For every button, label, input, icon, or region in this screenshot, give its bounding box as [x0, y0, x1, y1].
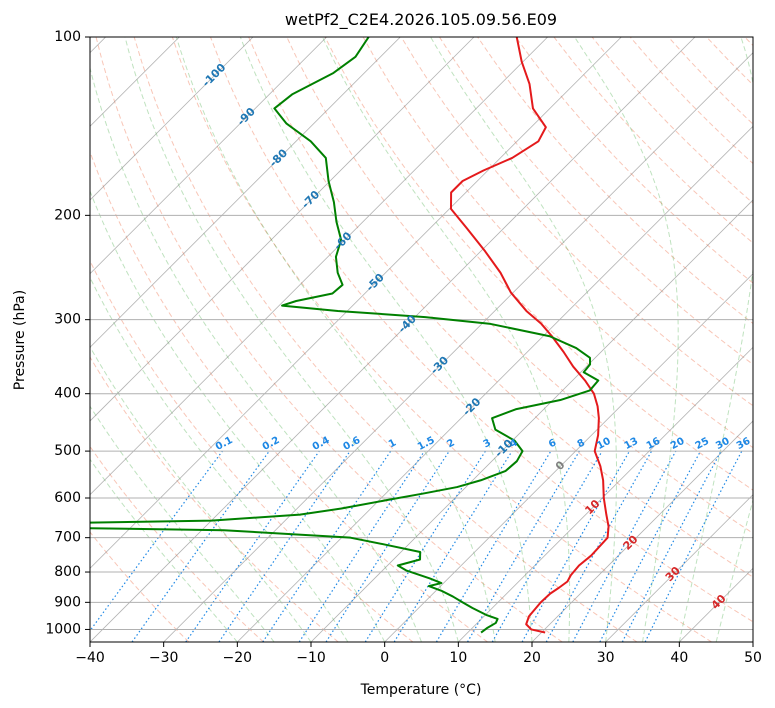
dry-adiabat-line [400, 37, 753, 407]
dry-adiabat-line [133, 37, 638, 642]
mixing-ratio-line [298, 450, 425, 642]
dry-adiabat-line [90, 150, 488, 642]
mixing-ratio-label: 6 [547, 437, 558, 450]
isotherm-line [90, 37, 622, 569]
moist-adiabat-line [90, 458, 238, 642]
moist-adiabat-line [124, 37, 459, 642]
isotherm-line [90, 37, 401, 348]
isotherm-line [384, 273, 753, 642]
y-tick-label: 500 [54, 443, 81, 459]
y-tick-label: 900 [54, 594, 81, 610]
mixing-ratio-label: 4 [508, 437, 519, 450]
moist-adiabat-line [90, 66, 422, 642]
mixing-ratio-line [218, 450, 351, 642]
isotherm-line [90, 37, 696, 642]
dry-adiabat-line [95, 37, 563, 642]
y-tick-label: 600 [54, 490, 81, 506]
dry-adiabat-line [210, 37, 753, 623]
x-tick-label: 20 [523, 650, 541, 666]
x-tick-label: 40 [670, 650, 688, 666]
x-axis-label: Temperature (°C) [360, 682, 482, 698]
mixing-ratio-line [185, 450, 320, 642]
dry-adiabat-line [90, 445, 264, 642]
mixing-ratio-line [262, 450, 392, 642]
isotherm-line [458, 346, 753, 642]
moist-adiabat-line [678, 37, 753, 642]
mixing-ratio-line [644, 450, 743, 642]
isotherm-line [605, 494, 753, 642]
dry-adiabat-line [248, 37, 753, 578]
x-tick-label: −30 [149, 650, 179, 666]
temperature-line [449, 37, 610, 634]
mixing-ratio-line [393, 450, 513, 642]
y-axis-label: Pressure (hPa) [12, 290, 28, 390]
y-tick-label: 800 [54, 564, 81, 580]
mixing-ratio-label: 3 [482, 437, 493, 450]
isotherm-line [237, 125, 753, 642]
moist-adiabat-line [90, 405, 275, 642]
isotherm-line [90, 37, 475, 422]
y-tick-label: 200 [54, 207, 81, 223]
dewpoint-line [90, 37, 600, 634]
moist-adiabat-line [239, 37, 533, 642]
x-tick-label: 50 [744, 650, 762, 666]
y-tick-label: 1000 [45, 621, 81, 637]
pressure-gridlines [90, 37, 753, 630]
moist-adiabat-line [322, 37, 571, 642]
mixing-ratio-line [545, 450, 653, 642]
dry-adiabat-line [439, 37, 753, 366]
chart-title: wetPf2_C2E4.2026.105.09.56.E09 [285, 10, 557, 30]
y-tick-label: 100 [54, 29, 81, 45]
moist-adiabat-line [90, 276, 349, 642]
dry-adiabat-line [90, 356, 339, 642]
y-tick-label: 400 [54, 386, 81, 402]
mixing-ratio-line [572, 450, 677, 642]
mixing-ratio-label: 2 [445, 437, 456, 450]
x-tick-label: −10 [296, 650, 326, 666]
y-tick-label: 700 [54, 530, 81, 546]
sounding-series [90, 37, 610, 634]
y-tick-label: 300 [54, 312, 81, 328]
x-tick-label: 10 [449, 650, 467, 666]
plot-frame [89, 36, 754, 643]
x-tick-label: −40 [75, 650, 105, 666]
mixing-ratio-line [325, 450, 450, 642]
moist-adiabat-line [574, 37, 679, 642]
mixing-ratio-line [131, 450, 270, 642]
isotherm-line [90, 37, 327, 275]
background-lines [90, 37, 753, 642]
x-tick-label: −20 [223, 650, 253, 666]
isotherm-line [531, 420, 753, 642]
dry-adiabat-line [515, 37, 753, 284]
isotherm-line [310, 199, 753, 642]
dry-adiabat-line [90, 531, 190, 642]
mixing-ratio-line [90, 450, 223, 632]
isotherm-line [90, 37, 548, 496]
dry-adiabat-line [171, 37, 712, 642]
y-axis: 100 200 300 400 500 600 700 800 900 1000 [45, 29, 90, 637]
isotherm-line [90, 37, 254, 201]
isotherm-line [163, 52, 753, 642]
mixing-ratio-label: 1 [387, 437, 398, 450]
moist-adiabat-line [430, 37, 618, 642]
x-tick-label: 0 [380, 650, 389, 666]
moist-adiabat-line [90, 189, 386, 642]
dry-adiabat-line [324, 37, 753, 491]
x-axis: −40 −30 −20 −10 0 10 20 30 40 50 [75, 642, 762, 666]
moist-adiabat-line [175, 37, 496, 642]
mixing-ratio-label: 8 [576, 437, 587, 450]
x-tick-label: 30 [597, 650, 615, 666]
moist-adiabat-line [715, 498, 753, 642]
